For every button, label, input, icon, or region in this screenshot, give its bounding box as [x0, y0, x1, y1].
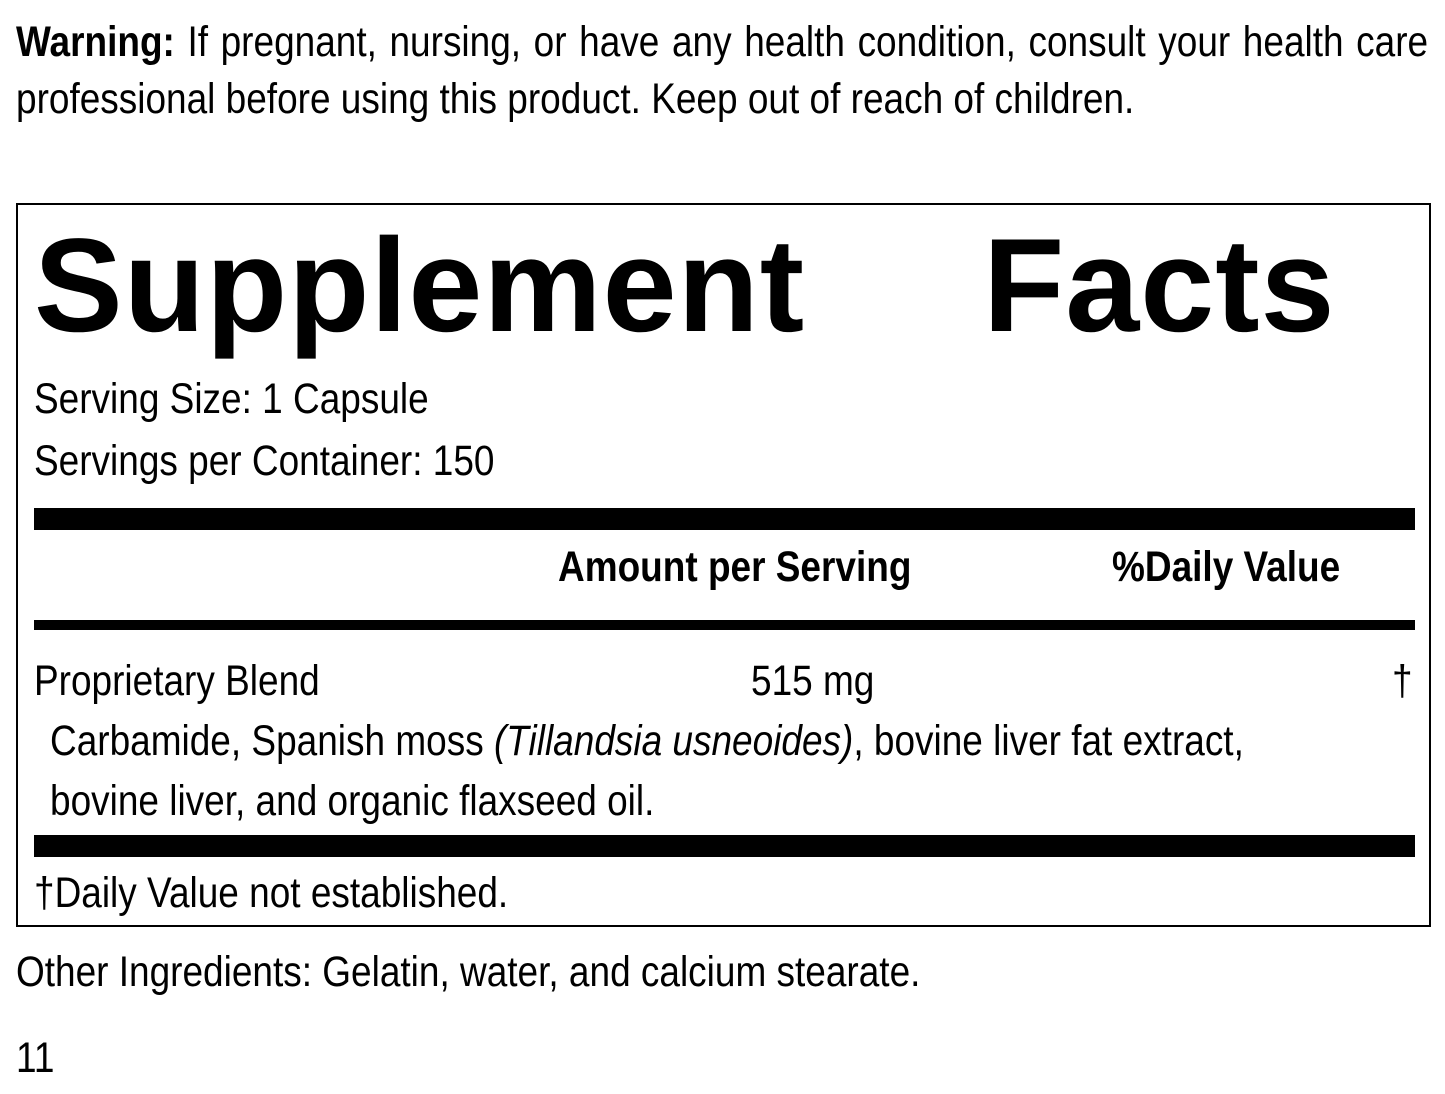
page-number: 11	[16, 1034, 55, 1082]
supplement-facts-panel: Supplement Facts Serving Size: 1 Capsule…	[16, 203, 1431, 927]
desc-latin: (Tillandsia usneoides)	[493, 717, 854, 765]
servings-per-container: Servings per Container: 150	[34, 437, 495, 485]
serving-size: Serving Size: 1 Capsule	[34, 375, 429, 423]
daily-value-header: %Daily Value	[1112, 543, 1341, 591]
desc-part: , bovine liver fat extract,	[853, 717, 1244, 765]
divider	[34, 620, 1415, 630]
ingredient-dv: †	[1392, 657, 1413, 705]
desc-part: Carbamide, Spanish moss	[50, 717, 494, 765]
ingredient-name: Proprietary Blend	[34, 657, 320, 705]
ingredient-description-2: bovine liver, and organic flaxseed oil.	[50, 777, 655, 825]
warning-text: Warning: If pregnant, nursing, or have a…	[16, 14, 1428, 128]
divider-thick	[34, 835, 1415, 857]
ingredient-amount: 515 mg	[751, 657, 875, 705]
other-ingredients: Other Ingredients: Gelatin, water, and c…	[16, 948, 921, 996]
footnote: †Daily Value not established.	[34, 869, 509, 917]
amount-header: Amount per Serving	[558, 543, 912, 591]
warning-label: Warning:	[16, 18, 175, 66]
warning-body: If pregnant, nursing, or have any health…	[16, 18, 1429, 123]
ingredient-description: Carbamide, Spanish moss (Tillandsia usne…	[50, 717, 1244, 766]
panel-title: Supplement Facts	[34, 212, 1336, 360]
divider-thick	[34, 508, 1415, 530]
